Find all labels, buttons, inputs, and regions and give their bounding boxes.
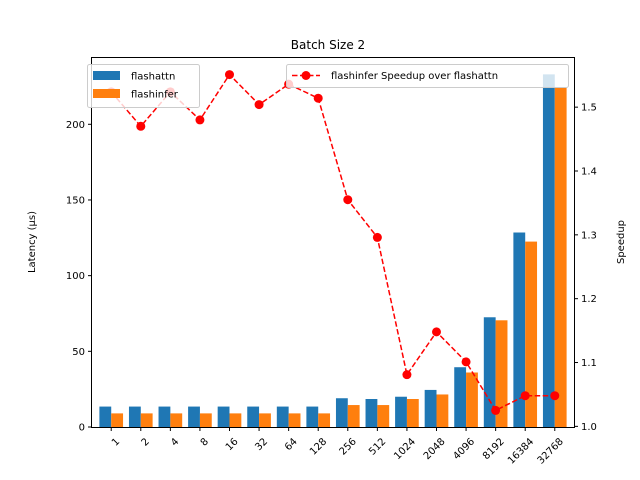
bar-flashinfer-32	[259, 413, 271, 427]
bar-flashattn-32768	[542, 74, 555, 427]
bar-flashattn-4096	[454, 367, 467, 427]
bar-flashinfer-1024	[406, 399, 419, 427]
x-tick-label-1024: 1024	[392, 436, 418, 462]
speedup-point-32768	[550, 391, 560, 401]
x-tick-label-8192: 8192	[481, 436, 507, 462]
speedup-point-2048	[432, 327, 441, 337]
bar-flashinfer-512	[377, 405, 390, 427]
legend-line-marker	[301, 71, 311, 80]
bar-flashinfer-1	[111, 413, 124, 427]
bar-flashattn-1024	[395, 396, 407, 427]
y-left-tick-label-0: 0	[79, 423, 85, 434]
bar-flashattn-16384	[513, 232, 526, 427]
legend-label-flashattn: flashattn	[131, 72, 175, 83]
speedup-point-16384	[520, 391, 530, 401]
bars-layer	[99, 74, 567, 427]
y-axis-label-left: Latency (μs)	[27, 211, 38, 273]
bar-flashinfer-2	[140, 413, 153, 427]
bar-flashinfer-256	[347, 405, 360, 427]
plot-frame	[91, 57, 575, 428]
bar-flashattn-1	[99, 406, 112, 427]
y-left-tick-label-50: 50	[72, 347, 85, 358]
y-left-tick-label-150: 150	[66, 195, 85, 206]
bar-flashinfer-2048	[436, 394, 449, 427]
legend-swatch-flashinfer	[93, 89, 120, 98]
y-right-tick-label-1.0: 1.0	[581, 422, 597, 433]
bar-flashinfer-8	[199, 413, 212, 427]
bar-flashattn-4	[158, 406, 171, 427]
x-tick-label-1: 1	[110, 436, 122, 448]
bar-flashattn-2	[128, 406, 141, 427]
speedup-line	[110, 73, 555, 412]
y-left-tick-label-200: 200	[66, 120, 85, 131]
x-tick-label-16: 16	[224, 436, 241, 453]
x-tick-label-256: 256	[338, 436, 359, 457]
bar-flashinfer-64	[288, 413, 301, 427]
y-left-tick-label-100: 100	[66, 271, 85, 282]
y-axis-left: 0 50 100 150 200	[66, 120, 92, 434]
legend-label-speedup: flashinfer Speedup over flashattn	[331, 71, 498, 82]
bar-flashinfer-8192	[495, 320, 508, 427]
x-tick-label-32768: 32768	[536, 436, 566, 466]
speedup-point-4096	[461, 357, 471, 367]
bar-flashattn-2048	[424, 389, 437, 427]
x-tick-label-128: 128	[308, 436, 329, 457]
speedup-point-256	[343, 195, 353, 205]
legend-swatch-flashattn	[93, 71, 120, 80]
speedup-point-8	[195, 115, 205, 125]
x-tick-label-64: 64	[283, 436, 300, 453]
chart-title: Batch Size 2	[291, 38, 365, 52]
legend-bars: flashattn flashinfer	[87, 64, 200, 108]
bar-flashattn-8	[188, 406, 200, 427]
speedup-point-8192	[491, 405, 501, 415]
x-tick-label-32: 32	[253, 436, 270, 453]
bar-flashinfer-16	[229, 413, 242, 427]
x-tick-label-512: 512	[367, 436, 388, 457]
y-axis-label-right: Speedup	[616, 220, 627, 264]
bar-flashattn-64	[276, 406, 289, 427]
y-right-tick-label-1.4: 1.4	[581, 166, 597, 177]
speedup-point-512	[372, 232, 382, 242]
legend-line-frame	[286, 64, 569, 88]
legend-label-flashinfer: flashinfer	[131, 90, 179, 101]
x-axis: 1 2 4 8 16 32 64 128 256 512 1024 2048 4096 8192 16384…	[110, 427, 566, 467]
y-right-tick-label-1.2: 1.2	[581, 294, 597, 305]
speedup-point-16	[225, 70, 234, 80]
y-right-tick-label-1.5: 1.5	[581, 103, 597, 114]
bar-flashinfer-16384	[525, 241, 538, 427]
bar-flashattn-512	[365, 399, 378, 427]
x-tick-label-8: 8	[199, 436, 211, 448]
y-right-tick-label-1.3: 1.3	[581, 230, 597, 241]
bar-flashinfer-32768	[554, 87, 567, 427]
x-tick-label-2048: 2048	[422, 436, 448, 462]
y-axis-right: 1.0 1.1 1.2 1.3 1.4 1.5	[574, 103, 597, 433]
y-right-tick-label-1.1: 1.1	[581, 358, 597, 369]
bar-flashattn-32	[247, 406, 260, 427]
bar-flashattn-16	[217, 406, 230, 427]
speedup-point-1024	[402, 370, 412, 380]
speedup-point-32	[254, 100, 264, 110]
bar-flashattn-8192	[483, 317, 496, 427]
speedup-point-2	[136, 121, 146, 131]
bar-flashinfer-4096	[466, 372, 478, 427]
bar-flashinfer-128	[318, 413, 331, 427]
x-tick-label-4096: 4096	[451, 436, 477, 462]
bar-flashattn-128	[306, 406, 319, 427]
x-tick-label-16384: 16384	[506, 436, 536, 466]
bar-flashattn-256	[335, 398, 348, 427]
speedup-point-128	[313, 93, 323, 103]
x-tick-label-4: 4	[169, 436, 181, 448]
x-tick-label-2: 2	[140, 436, 152, 448]
legend-line: flashinfer Speedup over flashattn	[286, 64, 569, 88]
bar-flashinfer-4	[170, 413, 183, 427]
